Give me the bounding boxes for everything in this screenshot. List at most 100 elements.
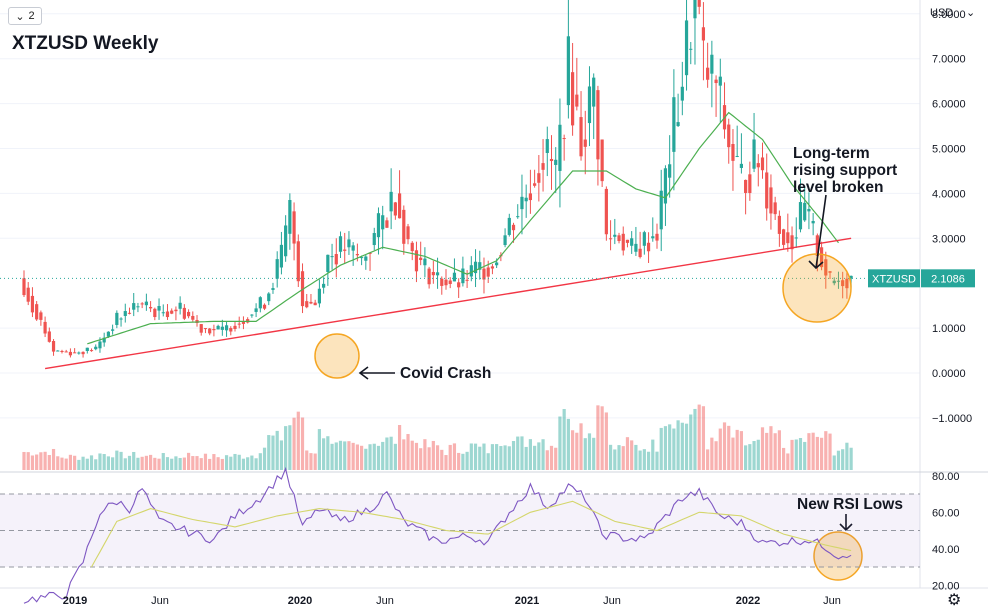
candle bbox=[668, 135, 672, 198]
rsi-line bbox=[23, 466, 852, 604]
candle-body bbox=[659, 190, 663, 230]
candle bbox=[305, 293, 309, 309]
candle bbox=[174, 306, 178, 321]
candle-body bbox=[490, 266, 495, 269]
candle-body bbox=[191, 315, 195, 320]
candle-body bbox=[676, 122, 680, 127]
candle-body bbox=[81, 351, 85, 355]
volume-bar bbox=[511, 441, 516, 470]
candle bbox=[819, 241, 824, 271]
volume-bar bbox=[47, 455, 51, 470]
candle bbox=[111, 324, 115, 335]
candle bbox=[39, 310, 43, 326]
candle-body bbox=[258, 297, 262, 309]
covid-crash-annotation: Covid Crash bbox=[400, 365, 492, 382]
candle-body bbox=[668, 164, 672, 178]
candle-body bbox=[836, 280, 841, 282]
candle bbox=[533, 169, 537, 188]
candle-body bbox=[224, 325, 229, 331]
volume-bar bbox=[153, 457, 157, 470]
volume-bar bbox=[174, 456, 178, 470]
candle bbox=[646, 232, 651, 263]
settings-gear-icon[interactable]: ⚙ bbox=[947, 592, 962, 609]
volume-bar bbox=[123, 458, 127, 470]
candle-body bbox=[115, 312, 119, 325]
candle-body bbox=[815, 235, 819, 256]
candle-body bbox=[503, 235, 507, 246]
candle-body bbox=[106, 331, 110, 337]
candle bbox=[406, 223, 410, 245]
candle bbox=[473, 249, 478, 288]
currency-chevron-icon[interactable]: ⌄ bbox=[966, 7, 976, 19]
candle-body bbox=[600, 139, 604, 182]
candle bbox=[279, 231, 284, 275]
candle bbox=[571, 42, 575, 136]
candle-body bbox=[646, 242, 651, 252]
candle bbox=[841, 271, 845, 299]
rsi-low-highlight-circle bbox=[813, 531, 863, 581]
candle bbox=[144, 293, 148, 311]
volume-bar bbox=[760, 427, 765, 470]
candle-body bbox=[334, 254, 338, 265]
volume-bar bbox=[731, 437, 735, 470]
candle-body bbox=[165, 311, 170, 318]
volume-bar bbox=[769, 426, 773, 470]
candle-body bbox=[651, 236, 655, 239]
candle bbox=[807, 192, 811, 230]
candle-body bbox=[317, 288, 321, 304]
volume-bar bbox=[735, 429, 739, 470]
candle bbox=[165, 304, 170, 320]
volume-bar bbox=[165, 457, 170, 470]
candle bbox=[343, 232, 347, 264]
volume-bar bbox=[676, 420, 680, 470]
volume-bar bbox=[364, 448, 368, 470]
candle-body bbox=[203, 328, 208, 330]
rsi-tick-label: 40.00 bbox=[932, 544, 960, 556]
candle bbox=[186, 309, 191, 319]
candle bbox=[507, 213, 511, 237]
candle-body bbox=[313, 302, 317, 306]
candle-body bbox=[73, 352, 77, 354]
candle-body bbox=[220, 326, 224, 330]
volume-bar bbox=[444, 455, 448, 470]
volume-bar bbox=[258, 453, 262, 470]
candle-body bbox=[638, 248, 642, 258]
volume-bar bbox=[330, 443, 334, 470]
candle bbox=[115, 310, 119, 329]
candle bbox=[735, 125, 739, 158]
candle bbox=[372, 227, 376, 251]
volume-bar bbox=[157, 458, 161, 470]
candle-body bbox=[520, 196, 524, 210]
candle bbox=[216, 324, 220, 330]
price-tick-label: 3.0000 bbox=[932, 233, 966, 245]
candle-body bbox=[773, 202, 777, 215]
candle bbox=[756, 154, 760, 187]
volume-bar bbox=[824, 431, 828, 470]
volume-bar bbox=[372, 443, 376, 470]
volume-bar bbox=[836, 450, 841, 470]
candle-body bbox=[216, 325, 220, 330]
price-tick-label: −1.0000 bbox=[932, 413, 972, 425]
candle bbox=[427, 266, 431, 289]
volume-bar bbox=[423, 439, 427, 470]
candle-body bbox=[533, 183, 537, 186]
candle-body bbox=[684, 20, 689, 76]
volume-bar bbox=[212, 454, 216, 470]
volume-bar bbox=[35, 454, 39, 470]
volume-bar bbox=[744, 445, 748, 470]
volume-bar bbox=[89, 455, 94, 470]
candle bbox=[368, 252, 372, 271]
candle-body bbox=[727, 124, 731, 148]
candle-body bbox=[701, 27, 706, 41]
candle-body bbox=[511, 224, 516, 231]
volume-bar bbox=[43, 451, 47, 470]
candle bbox=[402, 205, 406, 255]
interval-selector[interactable]: ⌄ 2 bbox=[8, 7, 42, 25]
volume-bar bbox=[545, 450, 549, 470]
candle-body bbox=[262, 304, 267, 309]
candle bbox=[777, 210, 781, 247]
candle bbox=[739, 133, 743, 174]
candle bbox=[845, 270, 849, 299]
volume-bar bbox=[608, 444, 613, 470]
